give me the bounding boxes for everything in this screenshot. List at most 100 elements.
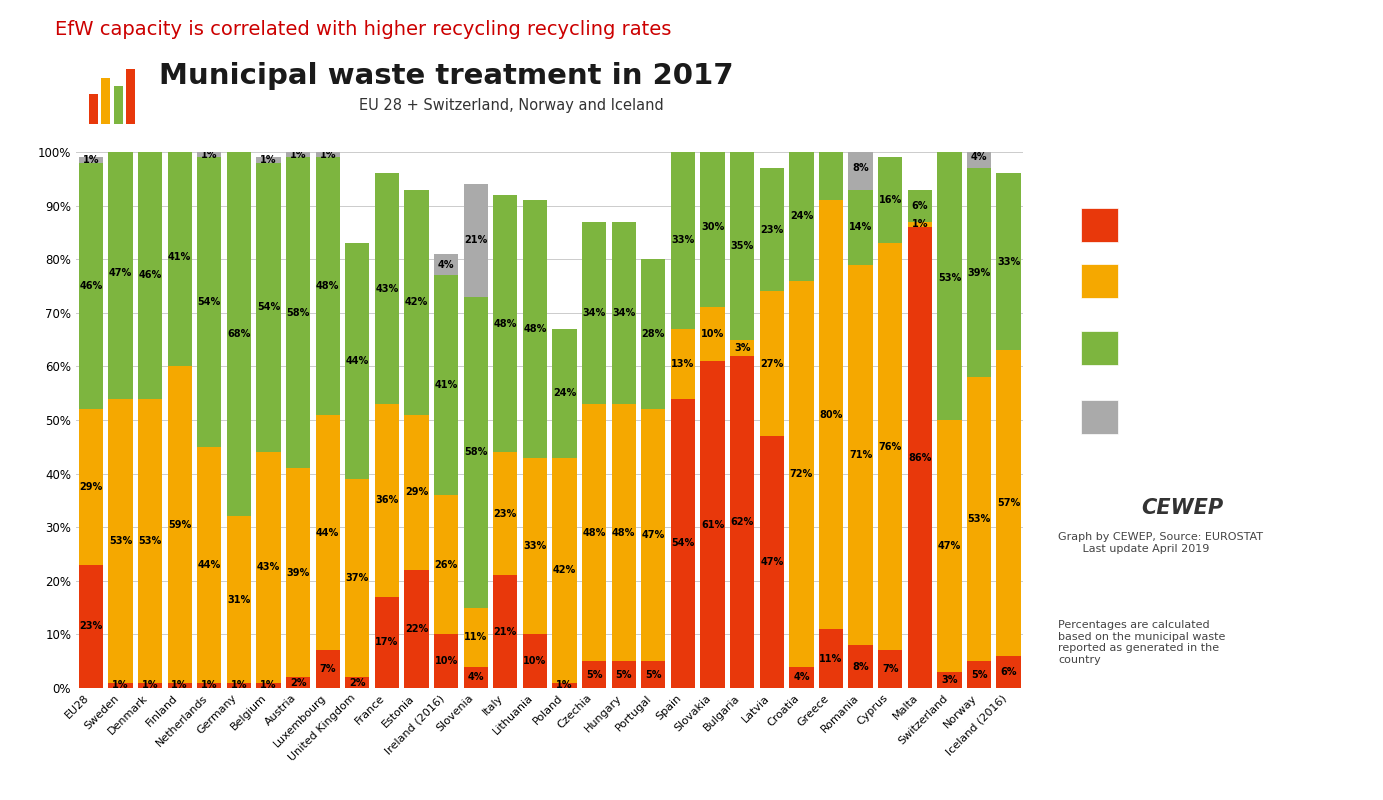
Text: 1%: 1% — [201, 150, 217, 160]
Text: 21%: 21% — [465, 235, 487, 246]
Bar — [256, 158, 281, 162]
Text: 1%: 1% — [911, 219, 928, 230]
Bar — [434, 275, 458, 495]
Text: 1%: 1% — [260, 155, 277, 165]
Bar — [611, 661, 636, 688]
Bar — [286, 678, 310, 688]
Text: 4%: 4% — [467, 672, 484, 682]
Text: Graph by CEWEP, Source: EUROSTAT
       Last update April 2019: Graph by CEWEP, Source: EUROSTAT Last up… — [1058, 532, 1263, 554]
Text: 11%: 11% — [819, 654, 842, 663]
Bar — [108, 682, 133, 688]
Bar — [642, 410, 665, 661]
FancyBboxPatch shape — [1080, 330, 1117, 365]
Text: 5%: 5% — [644, 670, 661, 679]
Text: 7%: 7% — [882, 664, 899, 674]
Bar — [463, 297, 488, 608]
Bar — [611, 404, 636, 661]
Text: Municipal waste treatment in 2017: Municipal waste treatment in 2017 — [159, 62, 733, 90]
Text: 1%: 1% — [231, 680, 248, 690]
FancyBboxPatch shape — [1080, 400, 1117, 434]
Text: 23%: 23% — [494, 509, 517, 518]
Text: 8%: 8% — [852, 662, 869, 671]
Text: 34%: 34% — [582, 308, 606, 318]
Text: 54%: 54% — [198, 297, 221, 307]
Bar — [167, 366, 192, 682]
Text: 11%: 11% — [465, 632, 487, 642]
Bar — [126, 70, 136, 124]
Text: 5%: 5% — [971, 670, 987, 679]
Bar — [256, 162, 281, 452]
Bar — [671, 398, 696, 688]
Bar — [878, 158, 902, 243]
Bar — [642, 661, 665, 688]
Bar — [198, 446, 221, 682]
Bar — [790, 152, 813, 281]
Bar — [463, 608, 488, 666]
Bar — [790, 281, 813, 666]
Bar — [315, 650, 340, 688]
Bar — [938, 672, 961, 688]
Bar — [494, 575, 517, 688]
Bar — [315, 152, 340, 158]
Bar — [938, 136, 961, 420]
Text: 61%: 61% — [701, 519, 725, 530]
Bar — [552, 458, 577, 682]
Bar — [700, 361, 725, 688]
Bar — [938, 420, 961, 672]
Text: 4%: 4% — [792, 672, 809, 682]
Bar — [434, 495, 458, 634]
Text: 23%: 23% — [79, 622, 102, 631]
Bar — [700, 146, 725, 307]
Bar — [138, 682, 162, 688]
Text: 62%: 62% — [730, 517, 754, 527]
Text: 47%: 47% — [642, 530, 665, 540]
Text: 28%: 28% — [642, 330, 665, 339]
Text: 76%: 76% — [878, 442, 902, 452]
Bar — [523, 458, 548, 634]
Text: 58%: 58% — [286, 308, 310, 318]
Bar — [286, 152, 310, 158]
Bar — [967, 146, 992, 168]
Text: 53%: 53% — [967, 514, 990, 524]
Bar — [878, 650, 902, 688]
Text: 4%: 4% — [971, 152, 987, 162]
Text: 1%: 1% — [201, 680, 217, 690]
Text: Landfill: Landfill — [1134, 218, 1196, 232]
Text: 58%: 58% — [465, 447, 487, 457]
Bar — [286, 158, 310, 468]
Text: 47%: 47% — [938, 541, 961, 551]
Text: 68%: 68% — [227, 330, 250, 339]
Bar — [198, 152, 221, 158]
Text: 35%: 35% — [730, 241, 754, 250]
Text: CEWEP: CEWEP — [1141, 498, 1224, 518]
Text: 33%: 33% — [997, 257, 1021, 267]
Text: 80%: 80% — [819, 410, 842, 420]
Text: 19%: 19% — [819, 144, 842, 154]
Text: 47%: 47% — [761, 557, 783, 567]
Bar — [404, 414, 429, 570]
Bar — [113, 86, 123, 124]
Text: 1%: 1% — [83, 155, 100, 165]
Text: 30%: 30% — [701, 222, 725, 232]
Bar — [79, 162, 102, 410]
Text: 72%: 72% — [790, 469, 813, 478]
Text: Waste-to-Energy: Waste-to-Energy — [1134, 274, 1272, 289]
Bar — [463, 666, 488, 688]
Text: EU 28 + Switzerland, Norway and Iceland: EU 28 + Switzerland, Norway and Iceland — [360, 98, 664, 113]
Text: 24%: 24% — [790, 211, 813, 222]
Bar — [819, 98, 844, 200]
Bar — [759, 291, 784, 436]
Text: 48%: 48% — [523, 324, 546, 334]
Bar — [89, 94, 98, 124]
Bar — [138, 152, 162, 398]
Bar — [315, 158, 340, 414]
Text: 36%: 36% — [375, 495, 398, 506]
Bar — [671, 152, 696, 329]
Bar — [759, 168, 784, 291]
Bar — [167, 146, 192, 366]
Text: 29%: 29% — [79, 482, 102, 492]
Text: 59%: 59% — [169, 519, 191, 530]
Text: 26%: 26% — [434, 560, 458, 570]
Bar — [848, 146, 873, 190]
Text: 5%: 5% — [586, 670, 603, 679]
